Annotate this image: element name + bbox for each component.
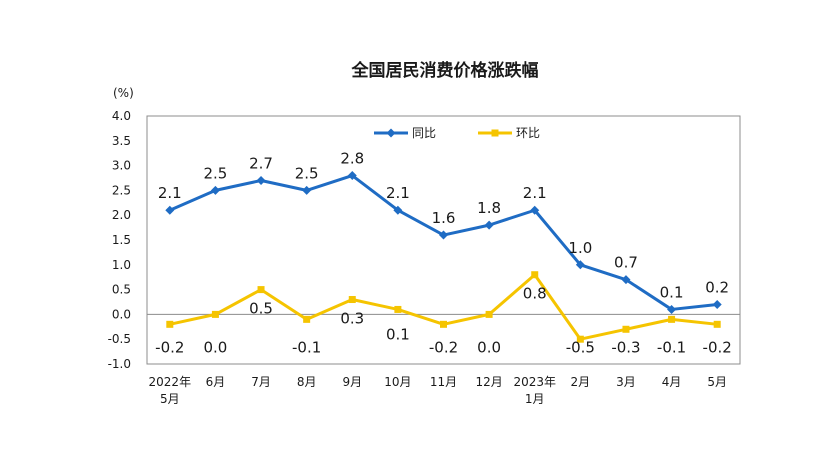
data-point (211, 310, 219, 318)
data-point (210, 185, 220, 195)
data-label: 2.5 (295, 164, 319, 182)
x-axis-ticks: 2022年 5月 6月 7月 8月 9月 10月 11月 12月 2023年 1月 2月 3月 4月 5月 (149, 375, 727, 406)
data-label: -0.1 (657, 338, 686, 356)
x-tick-label: 9月 (342, 375, 362, 389)
data-point (440, 320, 447, 328)
data-label: 0.8 (523, 285, 547, 303)
data-point (166, 320, 174, 328)
x-tick-label: 2月 (571, 375, 591, 389)
x-tick-label: 6月 (206, 375, 226, 389)
legend-marker (491, 129, 499, 137)
y-tick-label: -1.0 (108, 357, 131, 371)
data-label: 0.3 (340, 310, 364, 328)
data-label: 2.1 (158, 184, 182, 202)
y-tick-label: 0.0 (112, 307, 131, 321)
y-tick-label: 1.0 (112, 258, 131, 272)
data-point (712, 299, 722, 309)
data-point (165, 205, 175, 215)
data-point (348, 296, 356, 304)
data-point (394, 305, 402, 313)
y-tick-label: 2.0 (112, 208, 131, 222)
data-point (484, 220, 494, 230)
data-label: -0.1 (292, 338, 321, 356)
data-point (303, 315, 311, 323)
data-label: 0.2 (705, 278, 729, 296)
data-label: -0.2 (155, 338, 184, 356)
series-layer (147, 171, 740, 343)
x-tick-label: 11月 (430, 375, 457, 389)
data-label: 1.0 (568, 239, 592, 257)
x-tick-label: 5月 (707, 375, 727, 389)
data-label: 2.5 (203, 164, 227, 182)
y-tick-label: 3.0 (112, 159, 131, 173)
data-point (575, 260, 585, 270)
data-point (256, 175, 266, 185)
y-tick-label: -0.5 (108, 332, 131, 346)
data-label: 2.7 (249, 154, 273, 172)
data-label: -0.2 (429, 338, 458, 356)
data-point (621, 275, 631, 285)
data-label: 0.0 (477, 338, 501, 356)
data-point (393, 205, 403, 215)
x-tick-label: 4月 (662, 375, 682, 389)
data-point (531, 271, 539, 279)
data-label: -0.5 (566, 338, 595, 356)
data-point (530, 205, 540, 215)
legend-marker (386, 128, 396, 138)
data-point (713, 320, 721, 328)
data-label: -0.2 (703, 338, 732, 356)
data-point (622, 325, 630, 333)
legend-label: 环比 (516, 126, 540, 140)
data-point (485, 310, 493, 318)
data-label: 2.8 (340, 150, 364, 168)
data-point (257, 286, 265, 294)
x-tick-label: 2022年 5月 (149, 375, 192, 406)
data-label: 0.5 (249, 300, 273, 318)
legend: 同比 环比 (374, 126, 540, 140)
data-label: 0.7 (614, 254, 638, 272)
series-line-yoy (169, 174, 718, 311)
data-point (347, 171, 357, 181)
y-axis-ticks: 4.0 3.5 3.0 2.5 2.0 1.5 1.0 0.5 0.0 -0.5 -1.0 (108, 109, 131, 371)
x-tick-label: 8月 (297, 375, 317, 389)
legend-label: 同比 (412, 126, 436, 140)
x-tick-label: 10月 (384, 375, 411, 389)
y-tick-label: 4.0 (112, 109, 131, 123)
data-labels: 2.1 2.5 2.7 2.5 2.8 2.1 1.6 1.8 2.1 1.0 0.7 0.1 0.2 -… (155, 150, 732, 357)
y-tick-label: 1.5 (112, 233, 131, 247)
data-point (302, 185, 312, 195)
data-label: -0.3 (611, 338, 640, 356)
plot-area-frame (146, 115, 741, 365)
data-point (668, 315, 676, 323)
data-label: 0.1 (660, 283, 684, 301)
data-point (576, 335, 584, 343)
y-tick-label: 3.5 (112, 134, 131, 148)
data-label: 1.6 (432, 209, 456, 227)
data-label: 2.1 (386, 184, 410, 202)
data-label: 2.1 (523, 184, 547, 202)
data-label: 0.0 (203, 338, 227, 356)
y-tick-label: 2.5 (112, 183, 131, 197)
data-point (439, 230, 448, 240)
data-point (667, 304, 677, 314)
x-tick-label: 3月 (616, 375, 636, 389)
data-label: 1.8 (477, 199, 501, 217)
x-tick-label: 7月 (251, 375, 271, 389)
y-tick-label: 0.5 (112, 283, 131, 297)
x-tick-label: 2023年 1月 (513, 375, 556, 406)
data-label: 0.1 (386, 325, 410, 343)
chart-title: 全国居民消费价格涨跌幅 (351, 60, 539, 81)
x-tick-label: 12月 (475, 375, 502, 389)
y-axis-unit: (%) (113, 86, 134, 100)
